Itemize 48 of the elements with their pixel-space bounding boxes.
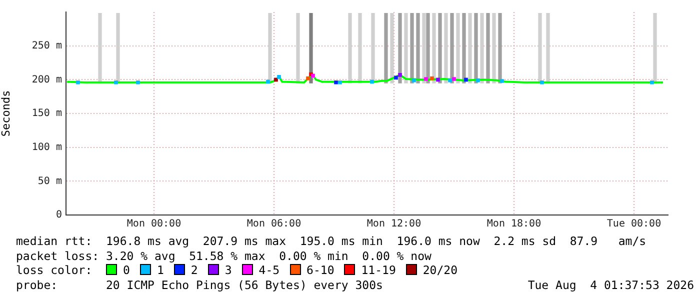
text: median rtt: 196.8 ms avg 207.9 ms max 195.0 ms min 196.0 ms now 2.2 ms sd 87.9 am/s: [16, 234, 648, 248]
point: [274, 78, 278, 82]
legend-label: 11-19: [360, 263, 396, 277]
text: packet loss: 3.20 % avg 51.58 % max 0.00 % min 0.00 % now: [16, 248, 432, 263]
point: [136, 80, 140, 84]
point: [306, 76, 310, 80]
y-tick-label: 50 m: [38, 176, 62, 187]
legend-label: 0: [122, 263, 130, 277]
point: [476, 78, 480, 82]
y-tick-label: 150 m: [32, 108, 62, 120]
text: Tue Aug 4 01:37:53 2026: [528, 278, 694, 292]
point: [424, 77, 428, 81]
y-tick-label: 100 m: [32, 142, 62, 153]
legend-label: 4-5: [258, 263, 280, 277]
y-tick-label: 200 m: [32, 74, 62, 86]
legend-label: 6-10: [306, 263, 334, 277]
point: [277, 75, 281, 79]
legend-label: 3: [224, 263, 232, 277]
point: [436, 78, 440, 82]
point: [452, 77, 456, 81]
x-tick-label: Mon 06:00: [246, 218, 302, 230]
point: [540, 80, 544, 84]
x-tick-label: Tue 00:00: [606, 218, 662, 230]
text: probe: 20 ICMP Echo Pings (56 Bytes) every 300s: [16, 278, 383, 292]
x-tick-label: Mon 00:00: [126, 218, 182, 230]
point: [500, 79, 504, 83]
point: [370, 80, 374, 84]
point: [412, 78, 416, 82]
y-tick-label: 250 m: [32, 40, 62, 52]
x-tick-label: Mon 12:00: [366, 218, 422, 230]
x-tick-label: Mon 18:00: [486, 218, 542, 230]
y-tick-label: 0: [56, 210, 62, 221]
legend-label: 2: [190, 263, 198, 277]
point: [448, 78, 452, 82]
point: [76, 80, 80, 84]
point: [266, 80, 270, 84]
y-axis-title: Seconds: [0, 90, 12, 137]
legend-label: 20/20: [422, 263, 458, 277]
point: [398, 73, 402, 77]
point: [430, 76, 434, 80]
point: [114, 80, 118, 84]
point: [464, 78, 468, 82]
point: [650, 80, 654, 84]
point: [394, 76, 398, 80]
point: [338, 80, 342, 84]
legend-title: loss color:: [16, 263, 94, 277]
point: [334, 80, 338, 84]
legend-label: 1: [156, 263, 164, 277]
